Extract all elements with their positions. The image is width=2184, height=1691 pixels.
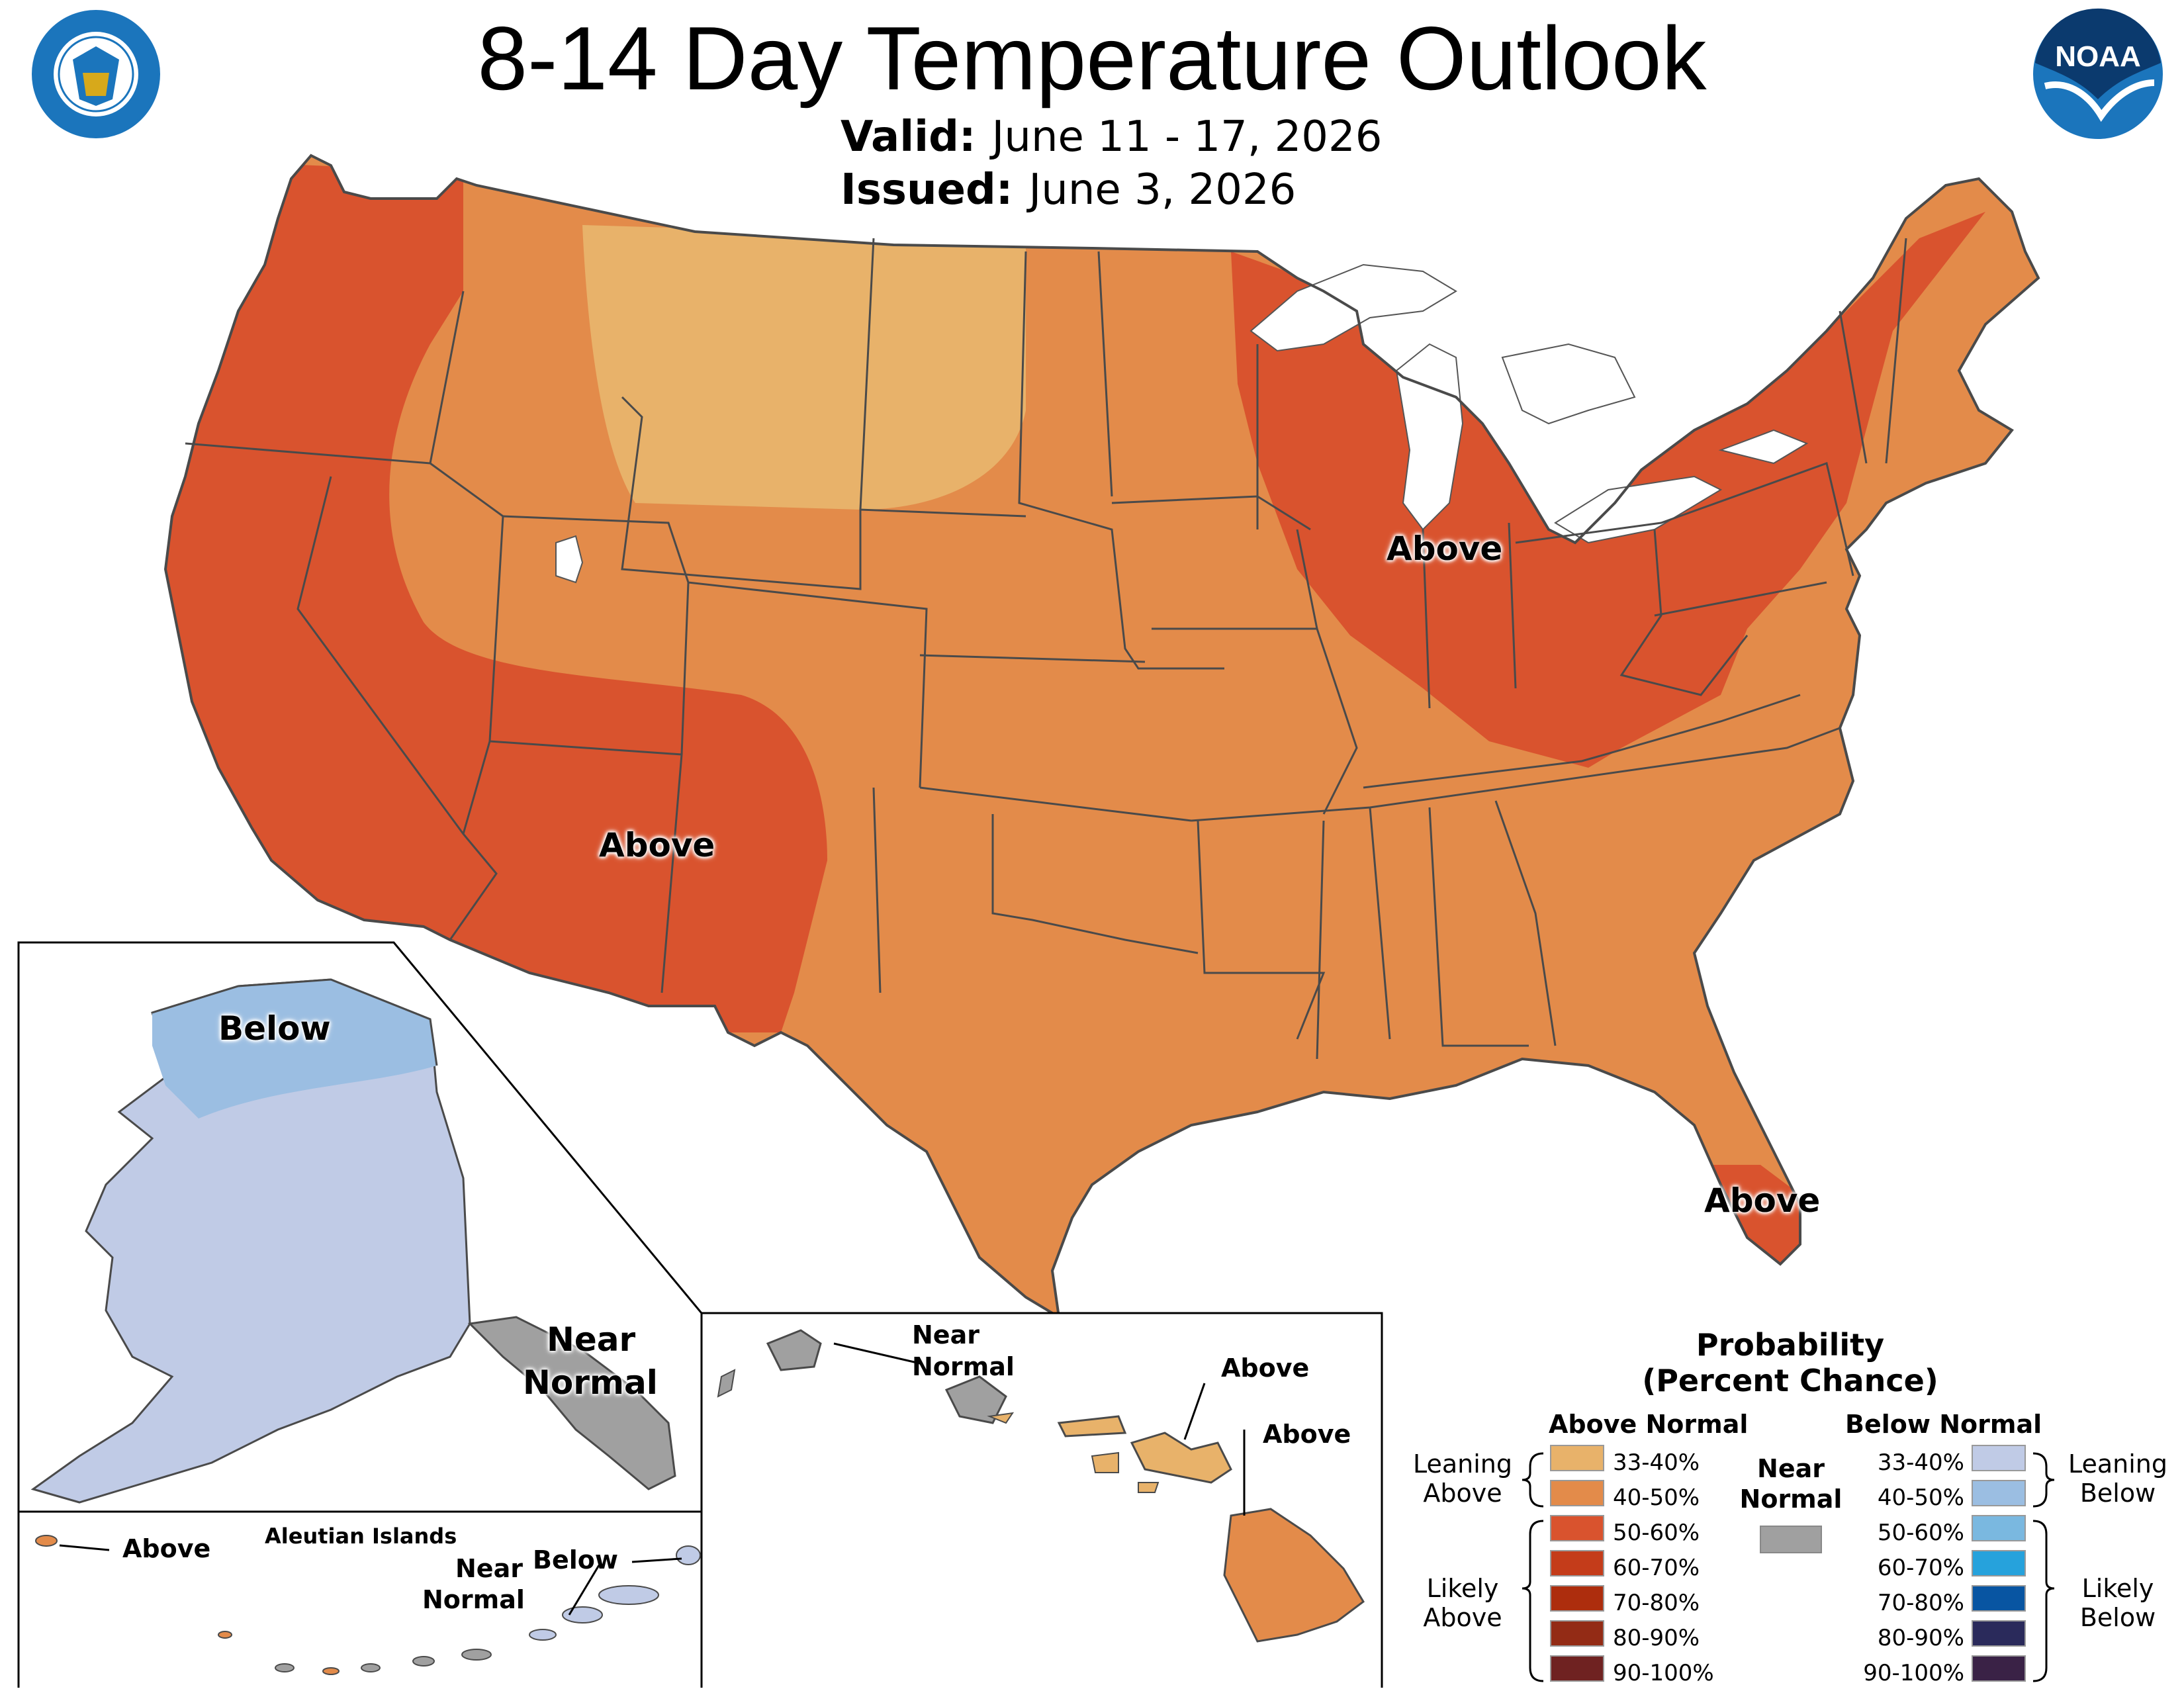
legend-leaning-below: Leaning Below [2068, 1449, 2167, 1508]
legend-near-line2: Normal [1739, 1485, 1843, 1514]
legend-below-row: 90-100% [1863, 1660, 1964, 1686]
label-alaska-normal: Normal [523, 1363, 658, 1402]
legend-likely-above: Likely Above [1423, 1574, 1502, 1632]
legend-title: Probability (Percent Chance) [1482, 1327, 2098, 1398]
legend-swatches-below [1972, 1445, 2026, 1682]
legend-above-row: 40-50% [1613, 1485, 1700, 1511]
alaska-north-below-region [152, 980, 437, 1119]
legend-above-row: 50-60% [1613, 1520, 1700, 1546]
northern-plains-leaning-region [582, 225, 1026, 510]
molokai-island [1057, 1415, 1127, 1438]
issued-value: June 3, 2026 [1028, 165, 1297, 214]
legend-above-row: 33-40% [1613, 1449, 1700, 1476]
legend-below-row: 60-70% [1877, 1555, 1964, 1581]
legend-swatch-near-normal [1760, 1526, 1822, 1553]
legend-above-row: 70-80% [1613, 1590, 1700, 1616]
legend-below-row: 40-50% [1877, 1485, 1964, 1511]
label-aleutian-below: Below [533, 1545, 618, 1575]
legend-above-row: 60-70% [1613, 1555, 1700, 1581]
label-great-lakes-above: Above [1387, 529, 1503, 568]
label-southwest-above: Above [599, 826, 715, 864]
valid-dates: Valid: June 11 - 17, 2026 [841, 113, 1382, 161]
legend-below-row: 33-40% [1877, 1449, 1964, 1476]
label-aleutian-title: Aleutian Islands [265, 1524, 457, 1549]
alaska-leaning-below-region [30, 978, 471, 1504]
big-island [1223, 1508, 1365, 1643]
label-hawaii-above-big: Above [1263, 1420, 1351, 1449]
legend-near-line1: Near [1757, 1454, 1825, 1483]
kauai-island [766, 1329, 822, 1371]
legend-below-row: 50-60% [1877, 1520, 1964, 1546]
commerce-seal-logo [32, 10, 160, 138]
legend-above-row: 90-100% [1613, 1660, 1714, 1686]
svg-text:NOAA: NOAA [2055, 40, 2141, 73]
issued-date: Issued: June 3, 2026 [841, 165, 1296, 214]
label-hawaii-above-maui: Above [1221, 1353, 1310, 1383]
label-alaska-below: Below [218, 1009, 331, 1048]
legend-below-rows: 33-40% 40-50% 50-60% 60-70% 70-80% 80-90… [1853, 1445, 1964, 1691]
state-borders [185, 238, 1907, 1060]
legend-above-row: 80-90% [1613, 1625, 1700, 1651]
valid-value: June 11 - 17, 2026 [991, 113, 1383, 161]
legend-above-rows: 33-40% 40-50% 50-60% 60-70% 70-80% 80-90… [1613, 1445, 1714, 1691]
legend-title-line1: Probability [1696, 1327, 1885, 1363]
label-florida-above: Above [1704, 1181, 1821, 1220]
legend-swatches-above [1550, 1445, 1604, 1682]
oahu-island [944, 1375, 1007, 1424]
legend-leaning-above: Leaning Above [1412, 1449, 1512, 1508]
issued-label: Issued: [841, 165, 1013, 214]
legend-above-header: Above Normal [1549, 1410, 1749, 1439]
label-aleutian-near: Near [455, 1554, 523, 1583]
legend-below-header: Below Normal [1845, 1410, 2042, 1439]
noaa-logo: NOAA [2033, 8, 2163, 139]
label-alaska-near: Near [547, 1320, 636, 1359]
label-aleutian-above: Above [122, 1534, 211, 1563]
map-title: 8-14 Day Temperature Outlook [477, 8, 1707, 109]
legend-near-normal: Near Normal [1738, 1453, 1844, 1514]
legend-likely-below: Likely Below [2079, 1574, 2156, 1632]
legend-below-row: 70-80% [1877, 1590, 1964, 1616]
label-hawaii-near: Near [912, 1320, 979, 1349]
label-hawaii-normal: Normal [912, 1352, 1015, 1381]
label-aleutian-normal: Normal [422, 1585, 525, 1614]
west-coast-above-region [165, 159, 827, 1032]
legend-below-row: 80-90% [1877, 1625, 1964, 1651]
maui-island [1130, 1432, 1232, 1484]
alaska-panhandle-near-region [467, 1316, 676, 1490]
valid-label: Valid: [841, 113, 976, 161]
legend-title-line2: (Percent Chance) [1642, 1363, 1938, 1398]
